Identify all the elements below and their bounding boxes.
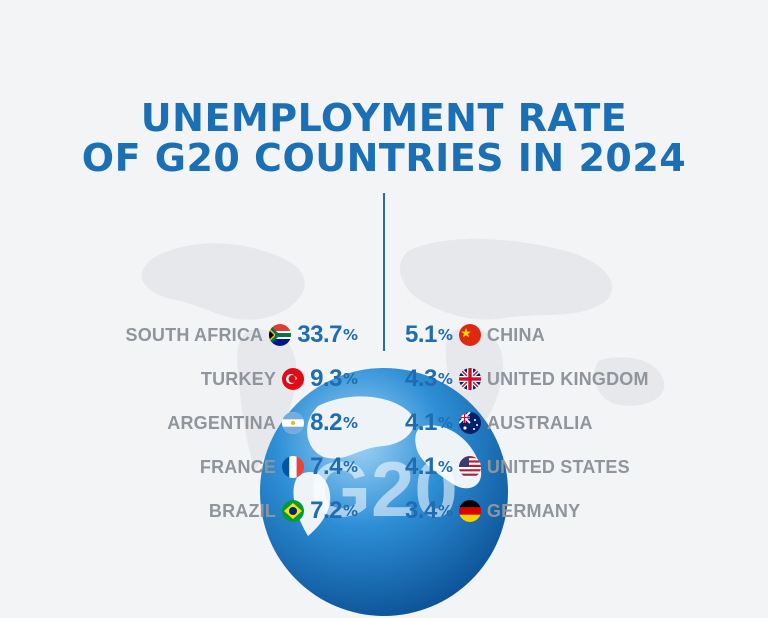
australia-flag-icon (458, 412, 481, 434)
country-label: CHINA (486, 324, 545, 345)
value-label: 3.4 (405, 497, 437, 524)
china-flag-icon (458, 324, 481, 346)
country-label: FRANCE (199, 456, 277, 477)
percent-sign: % (437, 502, 453, 520)
percent-sign: % (437, 458, 453, 476)
chart-title-line-2: OF G20 COUNTRIES IN 2024 (81, 136, 687, 180)
country-label: GERMANY (486, 500, 581, 521)
percent-sign: % (342, 414, 358, 432)
value-label: 7.2 (310, 497, 342, 524)
row-left-4: BRAZIL 7.2% (209, 496, 358, 526)
value-label: 8.2 (310, 409, 342, 436)
globe-icon: G20 (260, 368, 508, 616)
center-divider-line (383, 193, 385, 351)
row-left-0: SOUTH AFRICA 33.7% (126, 320, 358, 350)
turkey-flag-icon (282, 368, 305, 390)
france-flag-icon (282, 456, 305, 478)
percent-sign: % (437, 414, 453, 432)
value-label: 4.3 (405, 365, 437, 392)
row-right-3: 4.1% UNITED STATES (405, 452, 630, 482)
country-label: UNITED STATES (486, 456, 630, 477)
chart-title: UNEMPLOYMENT RATE OF G20 COUNTRIES IN 20… (0, 98, 768, 178)
country-label: UNITED KINGDOM (486, 368, 649, 389)
percent-sign: % (342, 370, 358, 388)
country-label: TURKEY (200, 368, 277, 389)
row-right-1: 4.3% UNITED KINGDOM (405, 364, 649, 394)
country-label: BRAZIL (208, 500, 277, 521)
germany-flag-icon (458, 500, 481, 522)
percent-sign: % (342, 502, 358, 520)
us-flag-icon (458, 456, 481, 478)
value-label: 5.1 (405, 321, 437, 348)
world-map-background (141, 238, 665, 470)
percent-sign: % (437, 326, 453, 344)
country-label: SOUTH AFRICA (125, 324, 264, 345)
percent-sign: % (437, 370, 453, 388)
chart-title-line-1: UNEMPLOYMENT RATE (140, 96, 628, 140)
south-africa-flag-icon (269, 324, 292, 346)
value-label: 7.4 (310, 453, 342, 480)
country-label: ARGENTINA (167, 412, 277, 433)
argentina-flag-icon (282, 412, 305, 434)
row-left-1: TURKEY 9.3% (201, 364, 358, 394)
value-label: 4.1 (405, 453, 437, 480)
country-label: AUSTRALIA (486, 412, 593, 433)
row-right-0: 5.1% CHINA (405, 320, 545, 350)
brazil-flag-icon (282, 500, 305, 522)
row-left-3: FRANCE 7.4% (200, 452, 358, 482)
row-right-2: 4.1% AUSTRALIA (405, 408, 593, 438)
percent-sign: % (342, 458, 358, 476)
percent-sign: % (342, 326, 358, 344)
value-label: 33.7 (297, 321, 342, 348)
row-right-4: 3.4% GERMANY (405, 496, 580, 526)
row-left-2: ARGENTINA 8.2% (167, 408, 358, 438)
value-label: 9.3 (310, 365, 342, 392)
value-label: 4.1 (405, 409, 437, 436)
uk-flag-icon (458, 368, 481, 390)
